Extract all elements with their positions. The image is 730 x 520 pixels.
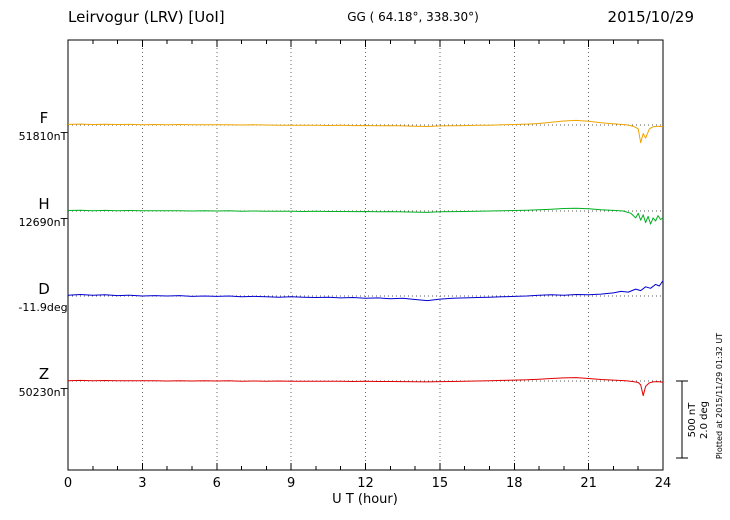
series-Z-label: Z [39, 365, 49, 383]
series-D-baseline-value: -11.9deg [18, 301, 67, 314]
series-H-baseline-value: 12690nT [19, 216, 68, 229]
x-tick-label: 21 [580, 476, 597, 491]
x-gridlines [141, 40, 590, 470]
x-tick-label: 3 [138, 476, 146, 491]
series-H-label: H [38, 195, 49, 213]
date-label: 2015/10/29 [608, 8, 694, 26]
series-Z-trace [67, 377, 664, 397]
x-tick-label: 0 [64, 476, 72, 491]
series-D-trace [67, 280, 664, 302]
scale-nt-label: 500 nT [687, 402, 698, 438]
series-D-label: D [38, 280, 50, 298]
series-F-trace [67, 119, 664, 144]
x-axis-label: U T (hour) [332, 492, 398, 507]
series-F-label: F [40, 109, 49, 127]
series-Z-baseline-value: 50230nT [19, 386, 68, 399]
scale-bar: 500 nT 2.0 deg [676, 380, 710, 459]
scale-deg-label: 2.0 deg [699, 401, 710, 439]
axis-ticks [67, 40, 664, 470]
x-tick-label: 6 [213, 476, 221, 491]
x-tick-label: 15 [432, 476, 449, 491]
x-tick-label: 9 [287, 476, 295, 491]
plotted-at-note: Plotted at 2015/11/29 01:32 UT [715, 333, 724, 459]
station-title: Leirvogur (LRV) [UoI] [68, 8, 225, 26]
gg-coordinates: GG ( 64.18°, 338.30°) [347, 10, 479, 24]
series-H-trace [67, 207, 664, 225]
x-tick-label: 24 [655, 476, 672, 491]
component-traces: F 51810nT H 12690nT D -11.9deg Z 50230nT [18, 109, 664, 399]
x-tick-label: 18 [506, 476, 523, 491]
x-tick-labels: 0 3 6 9 12 15 18 21 24 [64, 476, 671, 491]
x-tick-label: 12 [357, 476, 374, 491]
series-F-baseline-value: 51810nT [19, 130, 68, 143]
